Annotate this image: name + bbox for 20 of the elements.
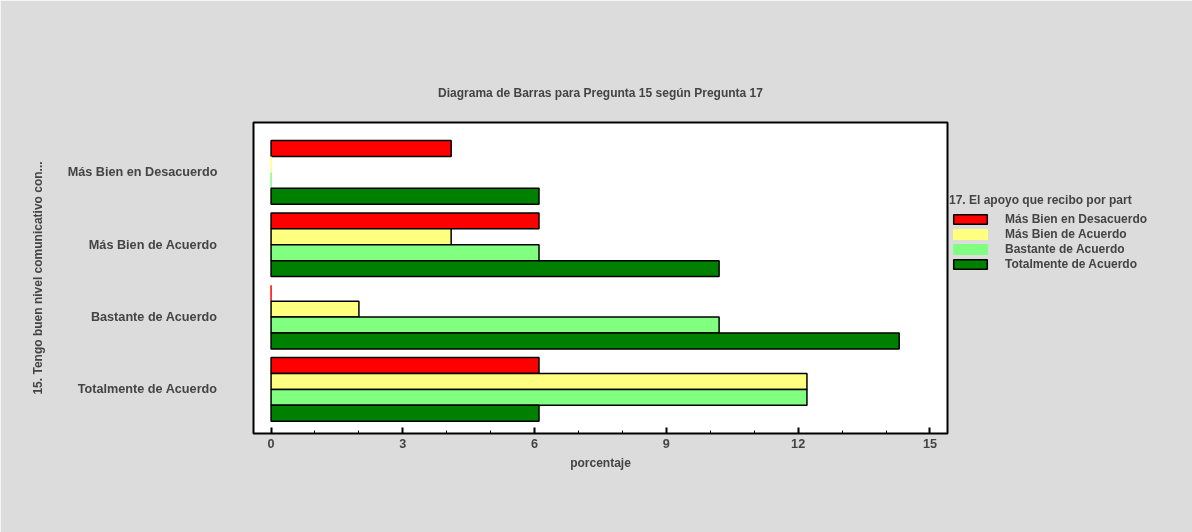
- y-tick-label: Más Bien de Acuerdo: [88, 237, 218, 252]
- x-tick-label: 3: [399, 436, 407, 451]
- y-axis-title: 15. Tengo buen nivel comunicativo con...: [30, 161, 45, 395]
- y-tick-label: Más Bien en Desacuerdo: [67, 165, 218, 180]
- legend-label: Más Bien en Desacuerdo: [1005, 212, 1148, 226]
- bar: [270, 139, 452, 158]
- y-tick-label: Totalmente de Acuerdo: [77, 382, 218, 397]
- bar: [270, 187, 540, 205]
- x-tick-label: 6: [531, 436, 539, 451]
- x-tick-label: 9: [662, 436, 670, 451]
- x-tick-label: 15: [922, 436, 937, 451]
- chart-title: Diagrama de Barras para Pregunta 15 según Pregunta 17: [438, 86, 764, 100]
- legend-label: Totalmente de Acuerdo: [1005, 257, 1138, 271]
- x-tick-label: 0: [267, 436, 275, 451]
- legend-label: Bastante de Acuerdo: [1005, 242, 1125, 256]
- y-tick-label: Bastante de Acuerdo: [90, 310, 218, 325]
- x-axis-title: porcentaje: [570, 455, 632, 470]
- legend-title: 17. El apoyo que recibo por part: [949, 193, 1133, 207]
- legend-label: Más Bien de Acuerdo: [1005, 227, 1127, 241]
- x-tick-label: 12: [791, 436, 806, 451]
